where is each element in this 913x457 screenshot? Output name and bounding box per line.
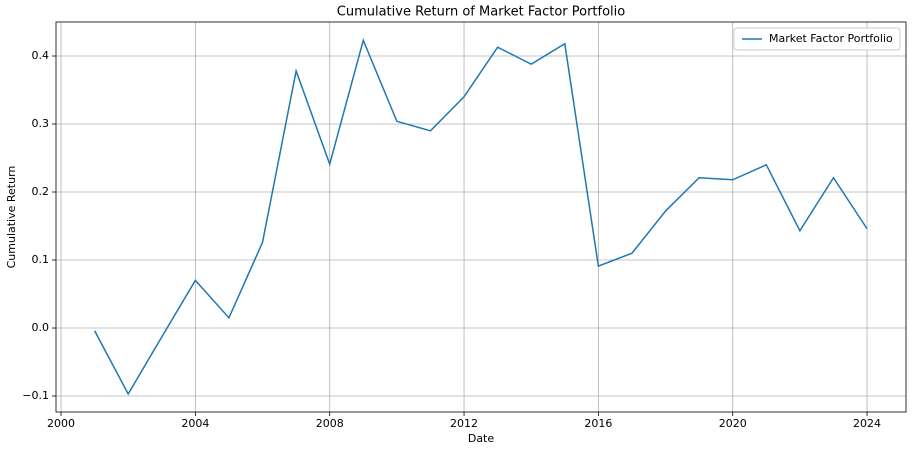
line-series [93, 38, 868, 396]
y-tick-label: 0.3 [32, 117, 50, 130]
x-tick-label: 2004 [181, 417, 209, 430]
y-axis-label: Cumulative Return [5, 166, 18, 269]
x-tick-label: 2016 [584, 417, 612, 430]
y-tick-label: 0.1 [32, 253, 50, 266]
x-tick-label: 2024 [853, 417, 881, 430]
x-axis-label: Date [468, 432, 495, 445]
plot-frame [55, 21, 907, 413]
legend-box [733, 27, 901, 51]
x-tick-label: 2012 [450, 417, 478, 430]
y-tick-label: 0.4 [32, 49, 50, 62]
x-tick-label: 2020 [719, 417, 747, 430]
x-tick-label: 2008 [316, 417, 344, 430]
y-tick-label: −0.1 [22, 389, 49, 402]
y-tick-label: 0.2 [32, 185, 50, 198]
x-tick-label: 2000 [47, 417, 75, 430]
legend-label: Market Factor Portfolio [769, 32, 893, 45]
y-tick-label: 0.0 [32, 321, 50, 334]
chart-title: Cumulative Return of Market Factor Portf… [337, 5, 626, 20]
